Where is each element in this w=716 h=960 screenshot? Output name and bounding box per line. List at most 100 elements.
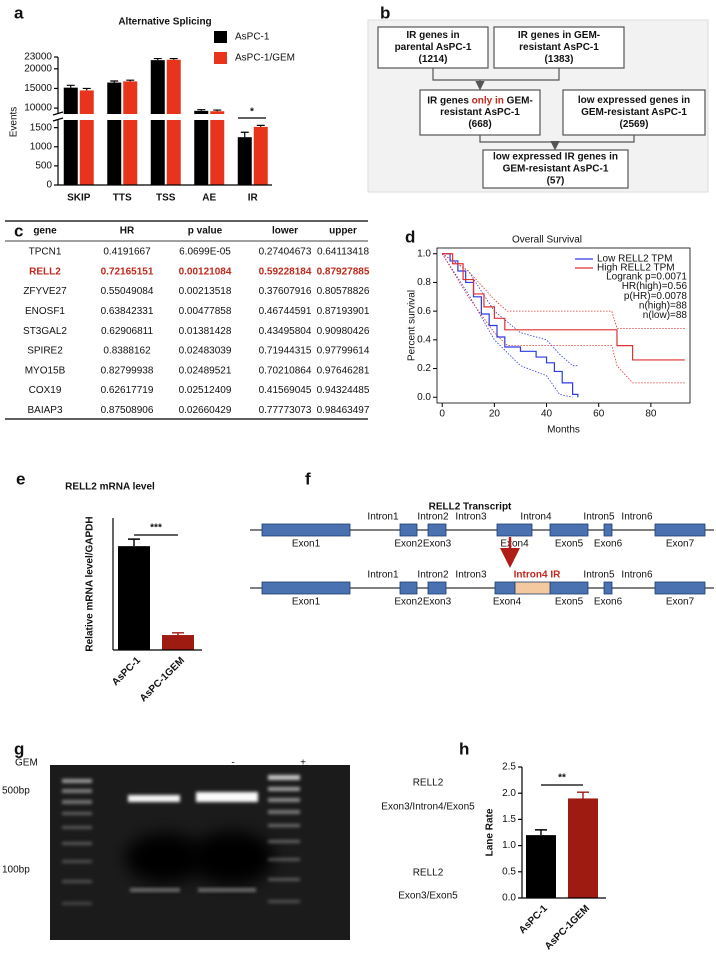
table-cell: 0.94324485 — [317, 385, 370, 396]
table-cell: 0.02512409 — [179, 385, 232, 396]
exon-label: Exon5 — [555, 539, 584, 550]
exon — [603, 581, 613, 595]
gel-smear — [125, 833, 205, 883]
band-label: RELL2 — [413, 868, 444, 879]
intron-label: Intron3 — [455, 512, 487, 523]
flow-node-label: low expressed genes in — [578, 95, 690, 106]
flowchart-connectors — [432, 68, 635, 151]
x-tick-label: TSS — [156, 193, 176, 204]
intron-label: Intron4 — [520, 512, 552, 523]
intron-label: Intron1 — [367, 512, 399, 523]
panel-label: a — [14, 3, 24, 22]
y-tick-label: 10000 — [24, 103, 52, 114]
ladder-left — [62, 779, 92, 905]
error-bar — [82, 87, 91, 91]
statistic-label: n(high)=88 — [639, 300, 688, 311]
flow-node-label: GEM-resistant AsPC-1 — [581, 107, 687, 118]
x-tick-label: AE — [202, 193, 216, 204]
exon-label: Exon1 — [292, 539, 321, 550]
exon — [654, 523, 706, 537]
table-header: HR — [120, 226, 135, 237]
table-header: lower — [272, 226, 298, 237]
table-cell: TPCN1 — [29, 247, 62, 258]
confidence-line — [441, 253, 578, 367]
flow-node-label: parental AsPC-1 — [395, 42, 472, 53]
error-bar — [256, 124, 265, 127]
error-bar — [240, 131, 249, 138]
y-tick-label: 2.5 — [502, 762, 516, 773]
table-cell: 0.87193901 — [317, 306, 370, 317]
y-tick-label: 2.0 — [502, 788, 516, 799]
error-bar — [577, 791, 589, 799]
x-tick-label: 80 — [645, 409, 657, 420]
flow-node-label: resistant AsPC-1 — [519, 42, 599, 53]
exon-label: Exon2 — [394, 597, 423, 608]
y-tick-label: 1500 — [30, 122, 53, 133]
bar — [79, 90, 94, 185]
panel-label: d — [405, 227, 415, 246]
table-cell: 0.80578826 — [317, 286, 370, 297]
exon — [427, 523, 447, 537]
exon — [261, 523, 351, 537]
bar — [166, 59, 181, 185]
table-cell: 0.90980426 — [317, 326, 370, 337]
exon-label: Exon6 — [594, 539, 623, 550]
exon — [496, 523, 533, 537]
flow-node-label-part: GEM- — [504, 95, 533, 106]
gel-band — [198, 888, 256, 892]
error-bar — [66, 84, 75, 88]
ladder-right — [268, 775, 300, 903]
exon — [427, 581, 447, 595]
flow-node-label: IR genes in GEM- — [518, 30, 600, 41]
exon — [399, 523, 418, 537]
diagram-title: RELL2 Transcript — [429, 502, 512, 513]
confidence-line — [441, 253, 573, 398]
gel-band — [196, 792, 258, 802]
error-bar — [213, 109, 222, 112]
table-cell: ENOSF1 — [25, 306, 65, 317]
y-axis-label: Relative mRNA level/GAPDH — [85, 516, 96, 651]
x-tick-label: 0 — [439, 409, 445, 420]
exon-label: Exon6 — [594, 597, 623, 608]
chart-title: Alternative Splicing — [118, 17, 211, 28]
exon — [494, 581, 516, 595]
y-tick-label: 1000 — [30, 141, 53, 152]
significance-mark: * — [250, 107, 254, 118]
legend-swatch — [214, 52, 227, 64]
x-tick-label: IR — [248, 193, 259, 204]
y-tick-label: 1.0 — [417, 248, 431, 259]
legend-label: High RELL2 TPM — [597, 263, 675, 274]
panel-label: h — [459, 739, 469, 758]
table-cell: 0.98463497 — [317, 405, 370, 416]
gel-band — [130, 888, 180, 892]
flow-node-label: IR genes only in GEM- — [427, 95, 533, 106]
error-bar — [197, 109, 206, 111]
x-tick-label: 20 — [489, 409, 501, 420]
panel-label: f — [305, 469, 311, 488]
exon-label: Exon1 — [292, 597, 321, 608]
y-tick-label: 20000 — [24, 63, 52, 74]
flow-node-label: GEM-resistant AsPC-1 — [503, 164, 609, 175]
flow-node — [493, 26, 625, 69]
exon — [399, 581, 418, 595]
y-tick-label: 0.2 — [417, 363, 431, 374]
intron-label: Intron2 — [417, 512, 449, 523]
table-cell: 0.71944315 — [259, 346, 312, 357]
table-cell: 0.72165151 — [101, 266, 154, 277]
x-tick-label: AsPC-1 — [517, 903, 550, 936]
marker-label: 500bp — [2, 786, 30, 797]
flow-node — [482, 149, 629, 189]
gel-smear — [190, 831, 274, 885]
flow-node-label: (2569) — [620, 119, 649, 130]
gel-image — [50, 765, 350, 940]
x-tick-label: 60 — [593, 409, 605, 420]
significance-mark: ** — [558, 773, 566, 784]
bar — [150, 60, 165, 185]
x-tick-label: AsPC-1 — [110, 655, 143, 688]
significance-mark: *** — [150, 523, 162, 534]
table-cell: 0.02483039 — [179, 346, 232, 357]
error-bar — [128, 538, 140, 547]
y-axis-label: Lane Rate — [485, 808, 496, 856]
